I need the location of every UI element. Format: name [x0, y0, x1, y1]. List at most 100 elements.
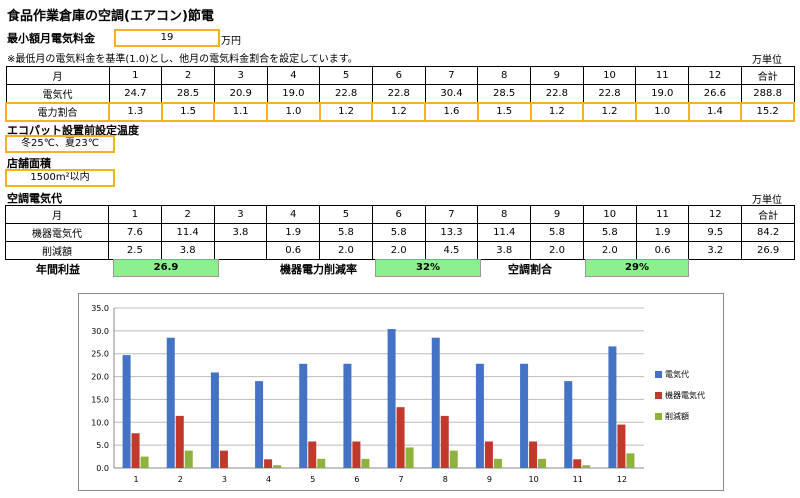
table-cell: 5.8	[582, 223, 637, 242]
table-row: 機器電気代 7.6 11.4 3.8 1.9 5.8 5.8 13.3 11.4…	[5, 223, 795, 242]
bar-device	[131, 433, 140, 468]
table-cell: 15.2	[740, 101, 795, 122]
table-cell: 2.0	[371, 241, 426, 260]
table-header-cell: 12	[688, 66, 742, 85]
table-cell: 0.6	[635, 241, 690, 260]
table-cell: 機器電気代	[5, 223, 109, 242]
legend-label: 削減額	[665, 412, 689, 421]
reduction-rate-label: 機器電力削減率	[280, 263, 357, 276]
table-cell: 電気代	[5, 84, 110, 103]
table-header-cell: 9	[530, 66, 584, 85]
table-cell: 28.5	[477, 84, 531, 103]
bar-electricity	[431, 337, 440, 468]
y-tick-label: 30.0	[91, 327, 109, 336]
bar-device	[175, 415, 184, 468]
bar-device	[308, 441, 317, 468]
table-header-cell: 8	[477, 205, 532, 224]
table-cell: 22.8	[371, 84, 426, 103]
ratio-input[interactable]: 1.4	[687, 101, 743, 122]
bar-electricity	[299, 363, 308, 468]
bar-reduction	[273, 465, 282, 468]
annual-profit-label: 年間利益	[36, 263, 80, 276]
table-cell: 5.8	[319, 223, 373, 242]
table-cell: 削減額	[5, 241, 109, 260]
ratio-input[interactable]: 1.3	[108, 101, 163, 122]
table-header-cell: 11	[635, 66, 690, 85]
ratio-input[interactable]: 1.5	[160, 101, 216, 122]
unit-label-2: 万単位	[752, 195, 782, 206]
legend-swatch-red	[655, 392, 662, 399]
table-cell: 26.6	[688, 84, 742, 103]
bar-reduction	[493, 458, 502, 468]
table-header-cell: 6	[371, 205, 426, 224]
table-cell: 3.8	[160, 241, 215, 260]
table-header-cell: 5	[319, 66, 373, 85]
bar-electricity	[475, 363, 484, 468]
table-cell: 20.9	[213, 84, 268, 103]
ratio-input[interactable]: 1.0	[634, 101, 690, 122]
x-tick-label: 1	[134, 475, 139, 484]
table-cell: 2.0	[319, 241, 373, 260]
ratio-input[interactable]: 1.5	[476, 101, 532, 122]
chart-svg: 0.05.010.015.020.025.030.035.01 2 3 4 5 6 7 8 9 1…	[91, 304, 644, 484]
y-tick-label: 10.0	[91, 418, 109, 427]
table-cell: 2.0	[530, 241, 584, 260]
bar-reduction	[582, 465, 591, 468]
table-cell: 2.5	[108, 241, 162, 260]
table-header-cell: 10	[582, 205, 637, 224]
ratio-input[interactable]: 1.6	[424, 101, 479, 122]
table-cell: 19.0	[266, 84, 321, 103]
bar-electricity	[255, 381, 264, 468]
bar-electricity	[210, 372, 219, 468]
bar-device	[352, 441, 361, 468]
table-row: 電気代 24.7 28.5 20.9 19.0 22.8 22.8 30.4 2…	[5, 84, 795, 103]
table-cell: 5.8	[530, 223, 584, 242]
chart-legend: 電気代 機器電気代 削減額	[655, 369, 705, 432]
table-header-row: 月 1 2 3 4 5 6 7 8 9 10 11 12 合計	[5, 66, 795, 85]
y-tick-label: 25.0	[91, 350, 109, 359]
x-tick-label: 10	[528, 475, 538, 484]
x-tick-label: 7	[399, 475, 404, 484]
x-tick-label: 3	[222, 475, 227, 484]
ratio-input[interactable]: 1.0	[266, 101, 321, 122]
bar-electricity	[343, 363, 352, 468]
area-input[interactable]: 1500m²以内	[5, 169, 115, 187]
bar-device	[617, 424, 626, 468]
unit-label-1: 万単位	[752, 55, 782, 66]
table-cell: 電力割合	[5, 101, 110, 122]
table-row: 電力割合 1.3 1.5 1.1 1.0 1.2 1.2 1.6 1.5 1.2…	[5, 101, 795, 122]
min-fee-input[interactable]: 19	[114, 29, 220, 47]
ratio-input[interactable]: 1.2	[318, 101, 374, 122]
bar-reduction	[449, 450, 458, 468]
reduction-rate-value: 32%	[375, 259, 481, 277]
table-header-cell: 7	[424, 205, 479, 224]
x-tick-label: 9	[487, 475, 492, 484]
table-cell: 28.5	[161, 84, 215, 103]
legend-swatch-blue	[655, 371, 662, 378]
bar-device	[264, 459, 273, 468]
bar-chart: 0.0 5.0 10.0 15.0 20.0 25.0 30.0 35.0 1 2 3 4 5 6 7 8 9 1…	[78, 293, 724, 491]
min-fee-label: 最小額月電気料金	[7, 32, 95, 45]
ratio-input[interactable]: 1.2	[582, 101, 637, 122]
bar-device	[440, 415, 449, 468]
legend-label: 機器電気代	[665, 391, 705, 400]
temp-input[interactable]: 冬25℃、夏23℃	[5, 135, 115, 153]
bar-device	[396, 407, 405, 468]
ratio-input[interactable]: 1.2	[371, 101, 427, 122]
table-cell: 22.8	[319, 84, 373, 103]
table-cell: 3.8	[213, 223, 268, 242]
ratio-input[interactable]: 1.2	[529, 101, 585, 122]
table-cell: 2.0	[582, 241, 637, 260]
table-cell: 13.3	[424, 223, 479, 242]
table-cell: 1.9	[635, 223, 690, 242]
ratio-input[interactable]: 1.1	[213, 101, 269, 122]
temp-label: エコパット設置前設定温度	[7, 124, 139, 137]
table-header-cell: 合計	[741, 205, 795, 224]
bar-reduction	[361, 458, 370, 468]
bar-electricity	[608, 346, 617, 468]
table-cell: 288.8	[740, 84, 795, 103]
x-tick-label: 6	[354, 475, 359, 484]
bar-electricity	[166, 337, 175, 468]
x-tick-label: 8	[443, 475, 448, 484]
legend-label: 電気代	[665, 370, 689, 379]
